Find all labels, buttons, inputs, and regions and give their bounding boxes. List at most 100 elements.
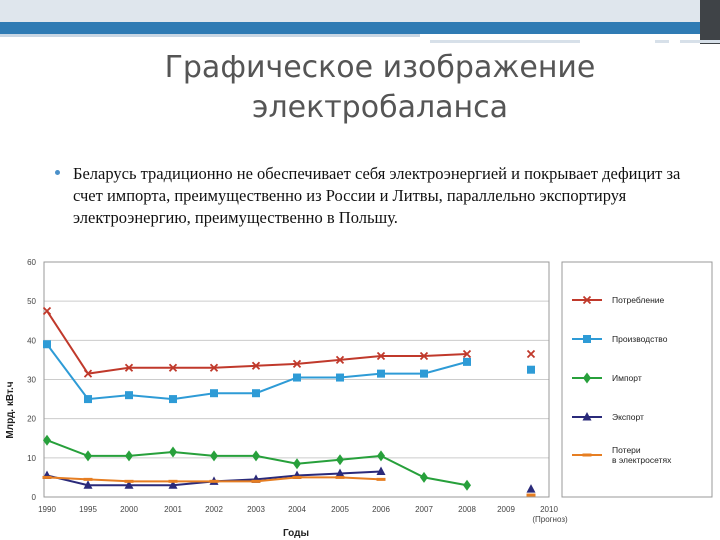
header-thin-line-3 (655, 40, 669, 43)
data-point (336, 454, 344, 466)
data-point (419, 351, 429, 361)
legend-label: в электросетях (612, 455, 672, 465)
y-tick-label: 0 (32, 493, 37, 502)
data-point (420, 369, 428, 378)
data-point (376, 466, 386, 476)
legend-label: Импорт (612, 373, 642, 383)
series-3 (43, 434, 471, 491)
header-thin-line-2 (430, 40, 580, 43)
series-5 (42, 475, 536, 497)
y-tick-label: 60 (27, 258, 36, 267)
series-1 (42, 306, 536, 378)
data-point (83, 369, 93, 378)
data-point (377, 369, 385, 378)
plot-frame (43, 261, 550, 498)
data-point (582, 295, 592, 305)
y-tick-label: 40 (27, 336, 36, 345)
data-point (43, 340, 51, 349)
data-point (335, 475, 345, 479)
data-point (420, 471, 428, 483)
slide-title-line-1: Графическое изображение (164, 50, 596, 85)
x-tick-label: 1990 (38, 505, 56, 514)
data-point (462, 349, 472, 359)
x-tick-label: 2005 (331, 505, 349, 514)
electricity-balance-chart: 0 10 20 30 40 50 60 1990 1995 2000 2001 2002 2003 20… (5, 258, 713, 539)
data-point (526, 484, 536, 493)
data-point (335, 355, 345, 365)
data-point (527, 365, 535, 374)
data-point (210, 450, 218, 462)
x-tick-label: 2009 (497, 505, 515, 514)
data-point (124, 480, 134, 489)
y-tick-label: 10 (27, 454, 36, 463)
data-point (463, 357, 471, 366)
x-tick-label: 2003 (247, 505, 265, 514)
legend-item: Потребление (572, 295, 665, 305)
legend-item: Импорт (572, 372, 642, 384)
slide-title: Графическое изображение электробаланса (90, 48, 670, 128)
data-point (209, 363, 219, 372)
data-point (292, 359, 302, 368)
x-tick-label: 1995 (79, 505, 97, 514)
data-point (377, 450, 385, 462)
data-point (252, 389, 260, 398)
y-axis-ticks: 0 10 20 30 40 50 60 (27, 258, 36, 502)
chart-legend: Потребление Производство Импорт Экспорт Поте… (561, 261, 713, 498)
data-point (42, 306, 52, 316)
data-point (168, 479, 178, 483)
series-2 (43, 340, 535, 404)
data-point (125, 450, 133, 462)
data-point (42, 475, 52, 479)
data-point (43, 434, 51, 446)
x-axis-title: Годы (283, 528, 309, 539)
y-tick-label: 30 (27, 376, 36, 385)
x-tick-label: 2006 (372, 505, 390, 514)
legend-label: Потери (612, 445, 641, 455)
data-point (210, 389, 218, 398)
data-point (84, 450, 92, 462)
legend-label: Потребление (612, 295, 665, 305)
header-thin-line-4 (680, 40, 720, 43)
x-tick-label: 2007 (415, 505, 433, 514)
data-point (582, 412, 592, 421)
slide-header-band (0, 0, 720, 44)
x-tick-label: 2010 (540, 505, 558, 514)
data-point (336, 373, 344, 382)
y-tick-label: 20 (27, 415, 36, 424)
x-tick-note: (Прогноз) (532, 515, 568, 524)
data-point (252, 450, 260, 462)
legend-label: Производство (612, 334, 668, 344)
legend-item: Производство (572, 334, 668, 344)
header-dark-block (700, 0, 720, 44)
data-point (251, 361, 261, 370)
bullet-dot-icon (55, 170, 60, 175)
data-point (168, 480, 178, 489)
y-axis-title: Млрд. кВт.ч (5, 381, 16, 438)
data-point (583, 335, 591, 343)
data-point (376, 351, 386, 361)
header-accent-stripe (0, 22, 700, 34)
y-tick-label: 50 (27, 297, 36, 306)
series-4 (42, 466, 536, 493)
data-point (376, 477, 386, 481)
data-point (293, 373, 301, 382)
data-point (583, 372, 591, 384)
x-tick-label: 2008 (458, 505, 476, 514)
data-point (168, 363, 178, 372)
data-point (209, 479, 219, 483)
header-thin-line (0, 34, 420, 37)
legend-label: Экспорт (612, 412, 644, 422)
data-point (125, 391, 133, 400)
data-point (83, 480, 93, 489)
data-point (124, 479, 134, 483)
bullet-text: Беларусь традиционно не обеспечивает себ… (73, 164, 681, 227)
x-tick-label: 2000 (120, 505, 138, 514)
x-tick-label: 2004 (288, 505, 306, 514)
data-point (169, 446, 177, 458)
data-point (335, 468, 345, 477)
header-light-stripe (0, 0, 720, 22)
data-point (124, 363, 134, 372)
data-point (251, 479, 261, 483)
data-point (463, 479, 471, 491)
